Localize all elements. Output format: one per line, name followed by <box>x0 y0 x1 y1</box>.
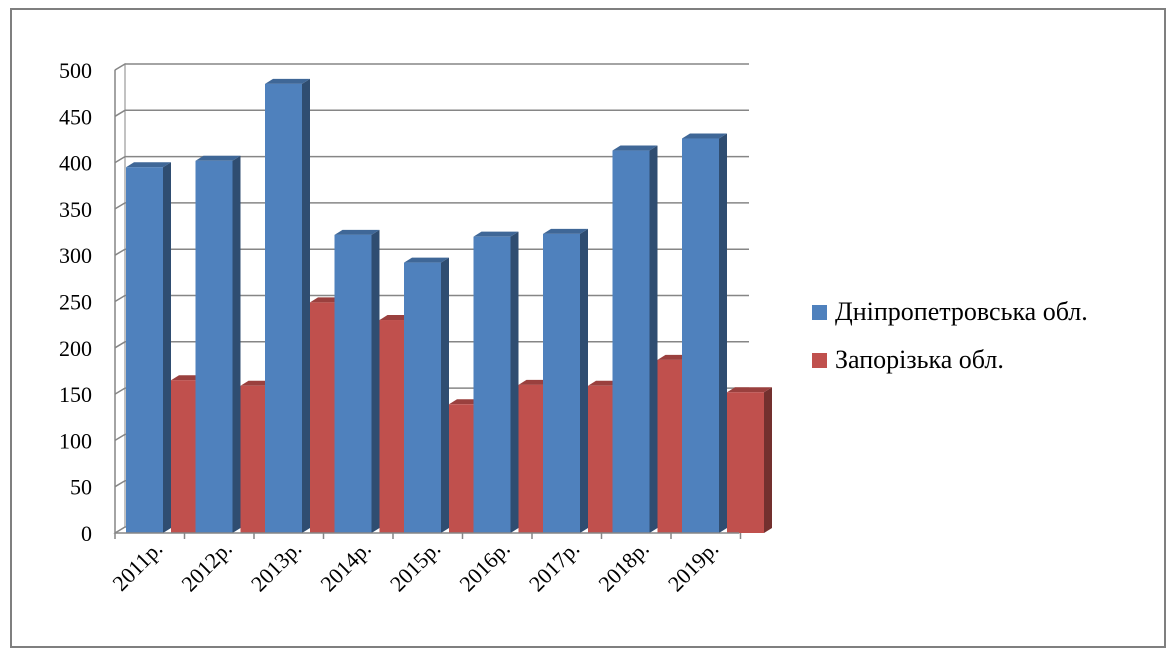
y-tick-label: 50 <box>70 475 92 500</box>
legend-swatch-series-1 <box>812 352 827 368</box>
gridline <box>114 294 749 303</box>
bar <box>334 234 372 533</box>
y-tick-label: 100 <box>59 428 92 453</box>
legend-label-series-0: Дніпропетровська обл. <box>835 297 1088 326</box>
x-tick-label: 2018р. <box>593 536 653 596</box>
x-tick-label: 2016р. <box>454 536 514 596</box>
bar <box>473 236 511 533</box>
bar-top <box>682 133 727 139</box>
bar-top <box>195 155 241 161</box>
gridline <box>114 63 749 71</box>
bar-top <box>126 162 171 168</box>
x-tick-label: 2015р. <box>385 536 445 596</box>
bar <box>195 160 233 534</box>
x-tick-label: 2019р. <box>663 536 723 596</box>
x-tick-label: 2012р. <box>176 536 236 596</box>
legend-swatch-series-0 <box>812 304 827 320</box>
bar-top <box>727 387 772 393</box>
bar <box>265 83 302 533</box>
bar <box>727 392 764 533</box>
bar-top <box>404 257 449 263</box>
bar <box>126 167 163 534</box>
legend: Дніпропетровська обл. Запорізька обл. <box>812 288 1088 384</box>
legend-item-series-0: Дніпропетровська обл. <box>812 288 1088 336</box>
bar-side <box>719 133 727 534</box>
bar-side <box>371 229 380 533</box>
gridline <box>114 341 749 349</box>
legend-item-series-1: Запорізька обл. <box>812 336 1088 384</box>
bar-top <box>543 228 588 234</box>
gridline <box>114 202 749 210</box>
bar-side <box>649 145 658 533</box>
bar-side <box>441 257 449 533</box>
y-tick-label: 0 <box>81 521 92 546</box>
x-tick-label: 2017р. <box>524 536 584 596</box>
bar-side <box>580 228 588 534</box>
bar-top <box>334 229 380 235</box>
bar-top <box>265 78 310 84</box>
bar-side <box>163 162 171 534</box>
gridline <box>114 109 749 117</box>
y-tick-label: 500 <box>59 58 92 83</box>
bar-side <box>510 231 519 533</box>
bar-top <box>612 145 658 151</box>
bar <box>543 233 580 534</box>
x-tick-label: 2011р. <box>107 536 167 596</box>
bar <box>682 138 719 534</box>
legend-label-series-1: Запорізька обл. <box>835 345 1004 374</box>
gridline <box>114 248 749 256</box>
gridline <box>114 155 749 164</box>
x-tick-label: 2013р. <box>246 536 306 596</box>
y-tick-label: 400 <box>59 151 92 176</box>
y-tick-label: 350 <box>59 197 92 222</box>
y-tick-label: 300 <box>59 243 92 268</box>
x-tick-label: 2014р. <box>315 536 375 596</box>
bar-side <box>232 155 241 534</box>
bar <box>612 150 650 533</box>
y-tick-label: 250 <box>59 290 92 315</box>
bar <box>404 262 441 533</box>
bar-side <box>302 78 310 533</box>
bar-side <box>764 387 772 533</box>
y-tick-label: 150 <box>59 382 92 407</box>
y-tick-label: 450 <box>59 104 92 129</box>
bar-top <box>473 231 519 237</box>
y-tick-label: 200 <box>59 336 92 361</box>
